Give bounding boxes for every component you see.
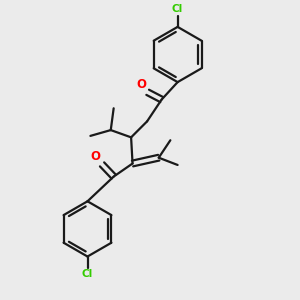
Text: Cl: Cl — [82, 269, 93, 279]
Text: O: O — [136, 78, 146, 91]
Text: O: O — [91, 150, 100, 163]
Text: Cl: Cl — [172, 4, 183, 14]
